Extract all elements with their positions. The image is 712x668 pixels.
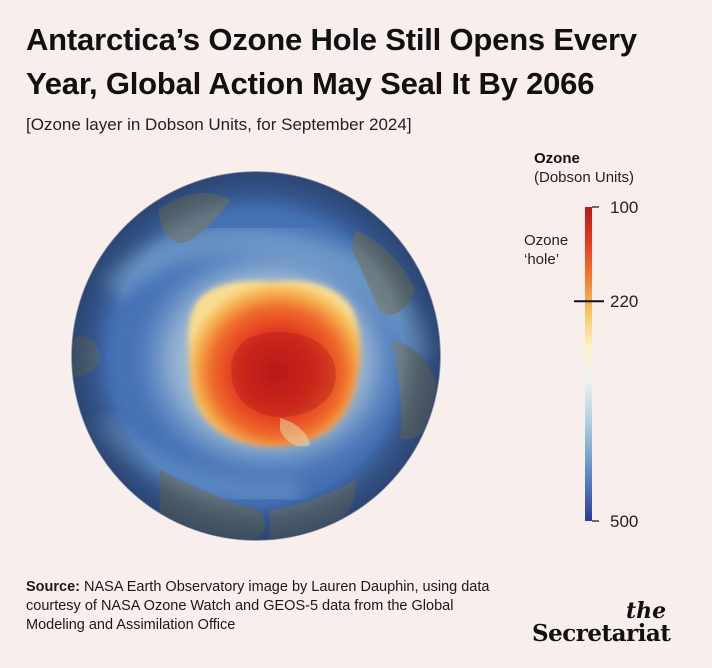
chart-subtitle: [Ozone layer in Dobson Units, for Septem… (26, 115, 412, 134)
colorbar-tick-label-100: 100 (610, 198, 638, 217)
brand-logo-name: Secretariat (532, 620, 671, 647)
colorbar-tick-label-220: 220 (610, 292, 638, 311)
colorbar-title: Ozone (534, 150, 580, 167)
source-note: Source: NASA Earth Observatory image by … (26, 578, 506, 635)
colorbar-legend: 100 220 500 Ozone ‘hole’ (524, 198, 638, 531)
colorbar-unit: (Dobson Units) (534, 169, 635, 186)
colorbar-tick-label-500: 500 (610, 512, 638, 531)
colorbar-bar (585, 207, 592, 521)
source-label: Source: (26, 579, 80, 595)
colorbar-annotation-line2: ‘hole’ (524, 251, 559, 268)
colorbar-annotation-line1: Ozone (524, 232, 568, 249)
chart-title: Antarctica’s Ozone Hole Still Opens Ever… (26, 22, 637, 101)
ozone-globe-map (71, 171, 441, 541)
source-text: NASA Earth Observatory image by Lauren D… (26, 579, 490, 633)
brand-logo-the: the (626, 598, 667, 624)
